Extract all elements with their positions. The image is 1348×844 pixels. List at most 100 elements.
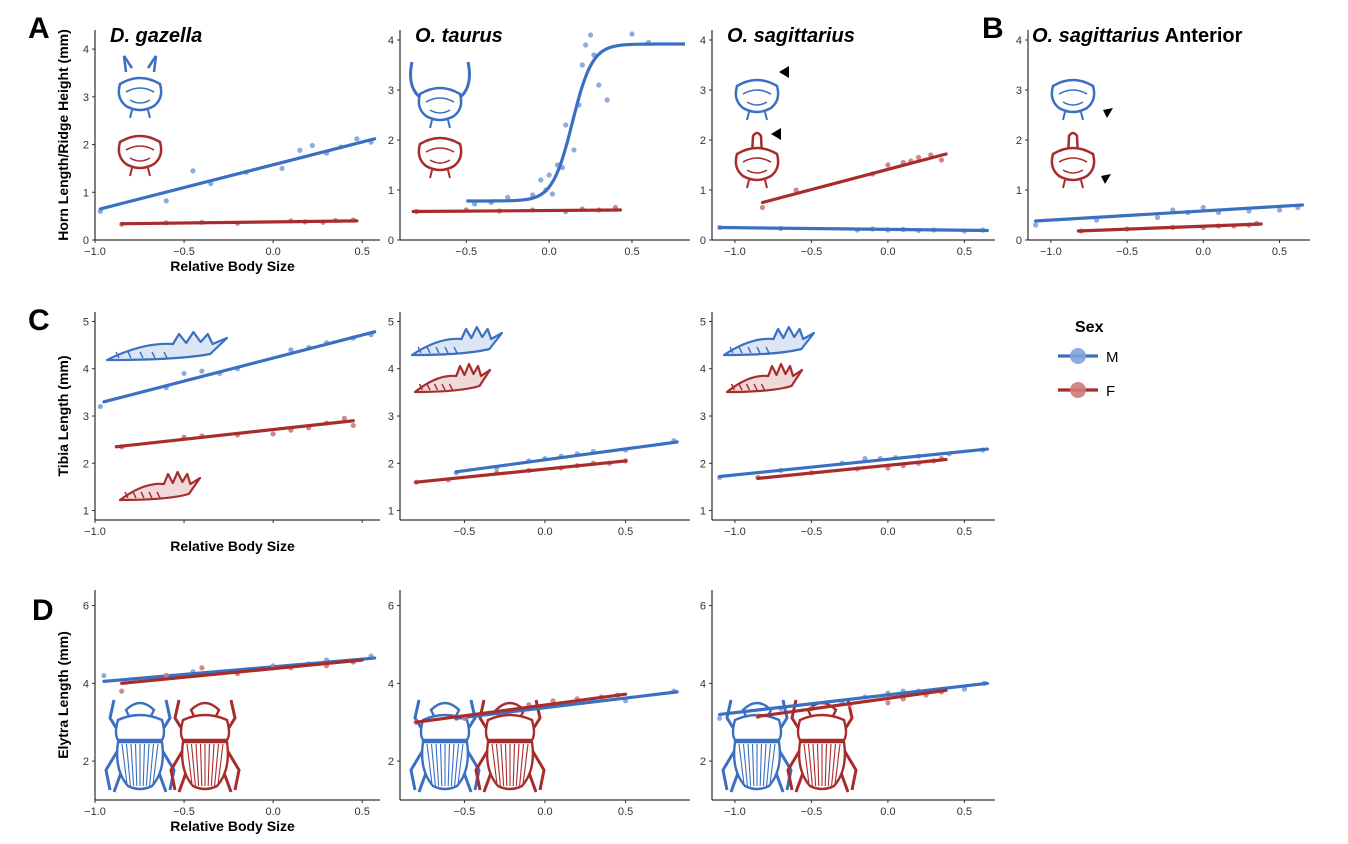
elytra-stria (454, 743, 460, 787)
elytra-stria (149, 743, 155, 787)
elytra-stria (121, 743, 128, 787)
y-tick-label: 4 (1016, 35, 1022, 47)
legend-swatch-point (1070, 382, 1086, 398)
tibia-spine (441, 383, 446, 391)
elytra-stria (217, 743, 224, 787)
data-point-M (190, 168, 196, 174)
x-tick-label: −1.0 (724, 526, 746, 538)
head-detail (1058, 157, 1088, 174)
elytra-stria (759, 743, 763, 787)
beetle-legs (474, 699, 546, 793)
y-tick-label: 0 (83, 235, 89, 247)
horn-outline (122, 55, 158, 73)
data-point-F (793, 187, 799, 193)
elytra-stria (495, 743, 501, 787)
elytra-stria (522, 743, 529, 787)
panel-A3: 0 1 2 3 4 −1.0 −0.5 0.0 0.5 O. sagittarius (700, 25, 995, 258)
x-tick-label: −0.5 (173, 806, 195, 818)
tibia-spine (139, 351, 144, 359)
elytra-stria (186, 743, 193, 787)
fit-line-M (102, 330, 377, 404)
data-point-M (862, 455, 868, 462)
elytra-stria (500, 743, 505, 787)
beetle-pronotum (796, 713, 848, 742)
elytra-stria (803, 743, 810, 787)
y-tick-label: 3 (83, 411, 89, 423)
data-point-M (563, 122, 569, 128)
beetle-legs (409, 699, 481, 793)
panel-B: 0 1 2 3 4 −1.0 −0.5 0.0 0.5 O. sagittarius Anteri… (1016, 25, 1310, 258)
x-tick-label: −0.5 (454, 806, 476, 818)
fit-line-M (454, 440, 679, 474)
y-tick-label: 4 (388, 678, 394, 690)
fit-line-M (718, 447, 989, 479)
tibia-spine (745, 383, 751, 391)
tibia-spine (730, 383, 736, 391)
elytra-stria (142, 743, 146, 787)
panel-icons (410, 325, 504, 394)
y-tick-label: 1 (388, 185, 394, 197)
x-tick-label: −0.5 (173, 246, 195, 258)
x-tick-label: −1.0 (84, 806, 106, 818)
elytra-stria (747, 743, 752, 787)
panel-C3: 1 2 3 4 5 −1.0 −0.5 0.0 0.5 (700, 312, 995, 538)
head-outline (117, 134, 163, 170)
elytra-stria (190, 743, 196, 787)
tibia-outline (410, 325, 504, 357)
elytra-stria (435, 743, 440, 787)
data-point-F (341, 415, 347, 421)
head-outline (1050, 146, 1096, 182)
beetle-pronotum (114, 713, 166, 742)
x-axis-label: Relative Body Size (170, 258, 295, 274)
pointer-arrow-icon (779, 66, 789, 78)
x-tick-label: −0.5 (801, 246, 823, 258)
elytra-stria (145, 743, 150, 787)
panel-letter-A: A (28, 12, 50, 45)
x-tick-label: 0.5 (1272, 246, 1287, 258)
species-title: O. taurus (415, 25, 503, 47)
x-tick-label: 0.0 (880, 806, 895, 818)
tibia-spine (418, 383, 424, 391)
head-detail (742, 89, 772, 106)
panel-icons (409, 699, 546, 793)
data-point-M (546, 172, 552, 178)
y-tick-label: 4 (700, 35, 706, 47)
panel-icons (105, 330, 229, 502)
tibia-spine (417, 346, 422, 354)
data-point-M (288, 347, 294, 353)
y-tick-label: 4 (388, 35, 394, 47)
y-tick-label: 1 (1016, 185, 1022, 197)
x-axis-label: Relative Body Size (170, 818, 295, 834)
y-tick-label: 6 (388, 601, 394, 613)
y-tick-label: 2 (700, 756, 706, 768)
mouthpart-outline (746, 179, 768, 189)
fit-line-F (756, 688, 948, 718)
x-tick-label: −0.5 (454, 526, 476, 538)
elytra-stria (831, 743, 837, 787)
data-point-M (279, 165, 285, 172)
horn-outline (1066, 131, 1080, 157)
x-tick-label: 0.0 (880, 246, 895, 258)
y-tick-label: 2 (700, 458, 706, 470)
legend-label-F: F (1106, 383, 1115, 400)
pointer-arrow-icon (1103, 108, 1113, 118)
tibia-spine (453, 346, 458, 354)
panel-D2: 2 4 6 −0.5 0.0 0.5 (388, 590, 690, 818)
elytra-stria (210, 743, 215, 787)
y-axis-label: Tibia Length (mm) (55, 355, 71, 476)
chart-marks: A B C D 0 1 2 3 4 −1.0 −0.5 0.0 0.5 D. gazella Horn Le… (28, 12, 1310, 834)
elytra-stria (816, 743, 820, 787)
x-tick-label: −0.5 (455, 246, 477, 258)
data-point-F (915, 154, 922, 161)
x-tick-label: 0.5 (618, 526, 633, 538)
elytra-stria (214, 743, 220, 787)
tibia-spine (765, 346, 770, 354)
fit-line-F (760, 152, 948, 205)
x-tick-label: −0.5 (801, 806, 823, 818)
fit-line-F (414, 692, 628, 724)
data-point-F (938, 157, 945, 163)
tibia-spine (151, 351, 156, 359)
species-name: O. taurus (415, 25, 503, 47)
tibia-spine (448, 383, 454, 391)
